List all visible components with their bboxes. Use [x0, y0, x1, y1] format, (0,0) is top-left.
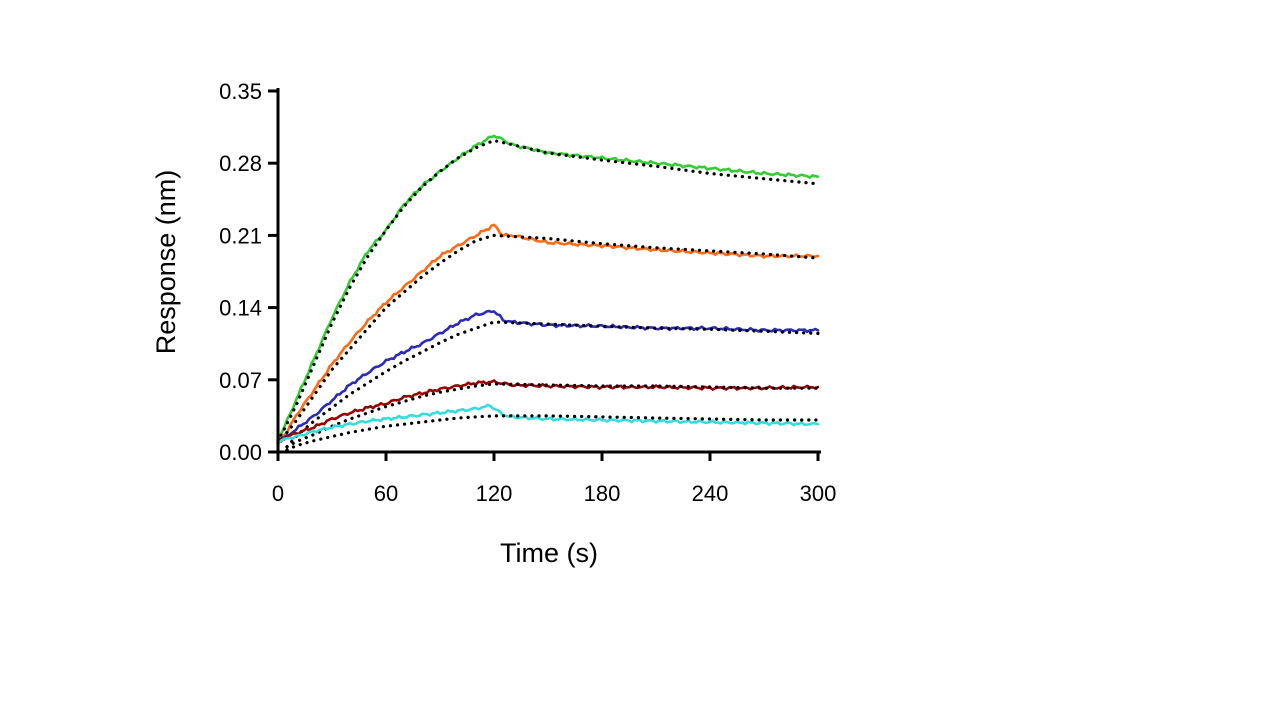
x-tick-label: 0: [272, 481, 284, 506]
y-tick-label: 0.21: [219, 223, 262, 248]
series-layer: [276, 134, 820, 452]
x-tick-label: 240: [692, 481, 729, 506]
y-tick-label: 0.28: [219, 151, 262, 176]
x-tick-label: 60: [374, 481, 398, 506]
x-tick-label: 300: [800, 481, 837, 506]
response-curve: [276, 403, 820, 445]
fit-curve: [276, 233, 820, 446]
fit-curve: [276, 138, 820, 444]
y-tick-label: 0.35: [219, 79, 262, 104]
ticks-layer: 0 60 120 180 240 300 0.00 0.07 0.14 0.21 0.28 0.35: [219, 79, 836, 506]
response-curve: [276, 379, 820, 443]
y-tick-label: 0.14: [219, 296, 262, 321]
fit-curve: [285, 320, 820, 449]
y-tick-label: 0.00: [219, 440, 262, 465]
y-axis-title: Response (nm): [151, 170, 181, 355]
x-tick-label: 120: [476, 481, 513, 506]
response-curve: [276, 309, 820, 443]
response-curve: [276, 223, 820, 446]
x-axis-title: Time (s): [500, 538, 598, 568]
fit-curve: [285, 382, 820, 449]
x-tick-label: 180: [584, 481, 621, 506]
response-curve: [276, 134, 820, 441]
y-tick-label: 0.07: [219, 368, 262, 393]
axes-layer: [276, 88, 821, 454]
fit-curve: [285, 414, 820, 452]
